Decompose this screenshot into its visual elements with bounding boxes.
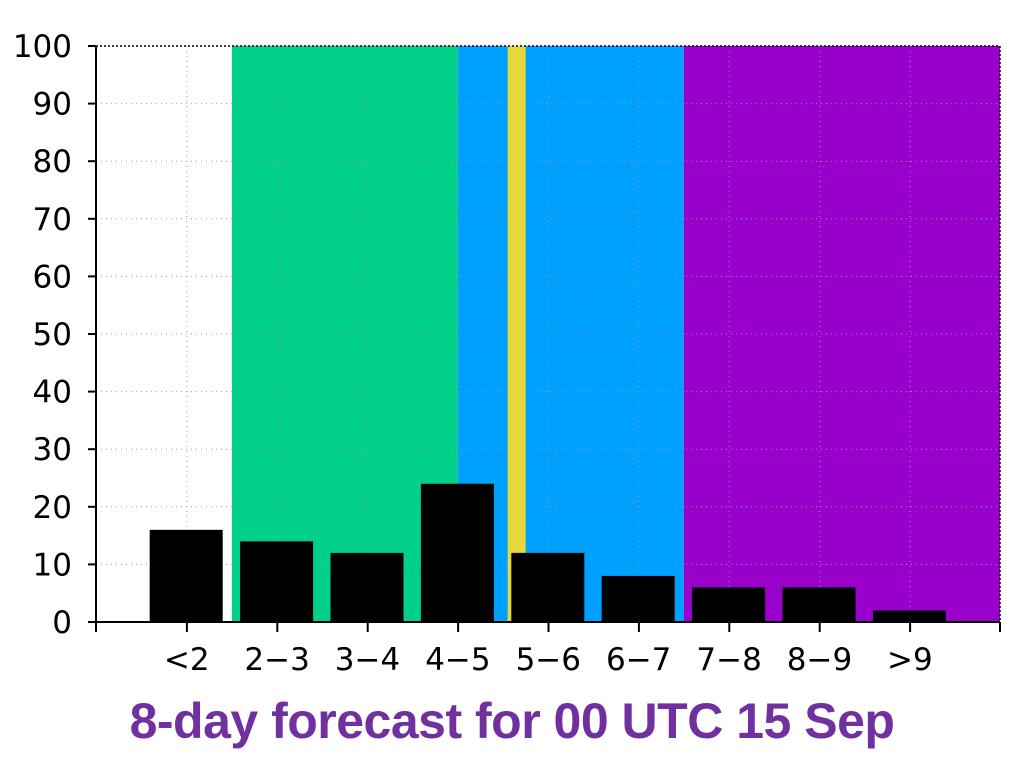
y-tick-label: 10	[33, 547, 72, 583]
bar	[240, 541, 314, 622]
y-tick-label: 100	[13, 29, 72, 65]
y-tick-label: 60	[33, 259, 72, 295]
x-tick-label: 8−9	[787, 642, 852, 678]
x-tick-label: 2−3	[244, 642, 309, 678]
x-tick-label: 5−6	[516, 642, 581, 678]
bar	[872, 610, 946, 622]
y-tick-label: 70	[33, 202, 72, 238]
bar	[511, 552, 585, 622]
bar	[692, 587, 766, 622]
marker-line-bar	[507, 46, 526, 622]
bar	[149, 529, 223, 622]
y-tick-label: 20	[33, 490, 72, 526]
y-tick-label: 40	[33, 375, 72, 411]
background-band	[231, 46, 458, 622]
bars	[149, 483, 946, 622]
axes	[88, 45, 1001, 632]
y-tick-label: 50	[33, 317, 72, 353]
x-tick-labels: <2 2−3 3−4 4−5 5−6 6−7 7−8 8−9 >9	[164, 642, 933, 678]
y-tick-label: 30	[33, 432, 72, 468]
bar	[782, 587, 856, 622]
caption: 8-day forecast for 00 UTC 15 Sep	[129, 693, 895, 749]
marker-line	[507, 46, 526, 622]
bar	[330, 552, 404, 622]
y-tick-label: 0	[52, 605, 72, 641]
x-tick-label: 3−4	[335, 642, 400, 678]
x-tick-label: 7−8	[696, 642, 761, 678]
chart: 0 10 20 30 40 50 60 70 80 90 100 <2 2−3 3−4 4−5 5−6 6−7…	[13, 29, 1001, 678]
y-tick-label: 80	[33, 144, 72, 180]
bar	[420, 483, 494, 622]
y-tick-labels: 0 10 20 30 40 50 60 70 80 90 100	[13, 29, 72, 641]
bar	[601, 575, 675, 622]
x-tick-label: 4−5	[425, 642, 490, 678]
x-tick-label: <2	[164, 642, 210, 678]
x-tick-label: >9	[887, 642, 933, 678]
x-tick-label: 6−7	[606, 642, 671, 678]
y-tick-label: 90	[33, 87, 72, 123]
